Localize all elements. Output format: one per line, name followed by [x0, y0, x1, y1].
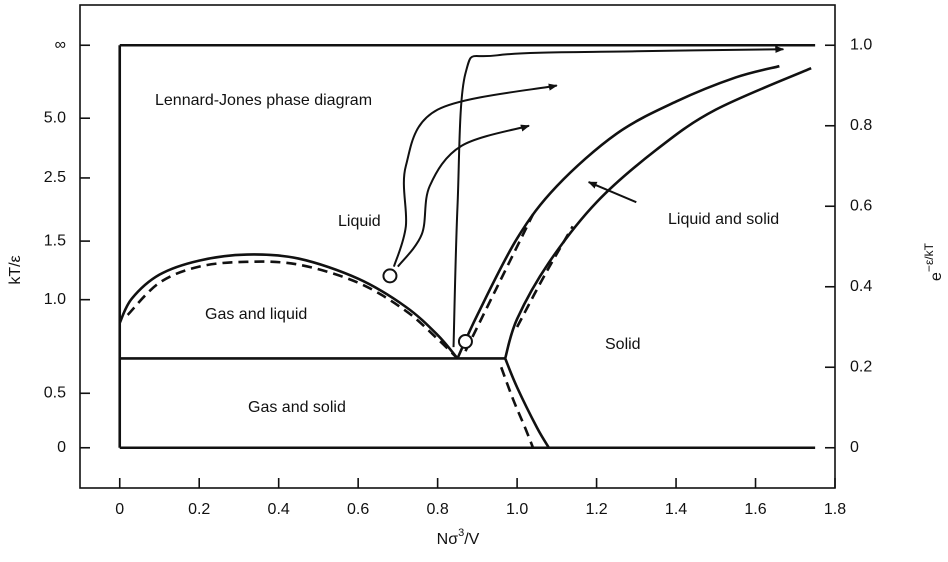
- arrow: [392, 83, 558, 267]
- phase-boundary: [126, 260, 459, 360]
- annotation: Gas and solid: [248, 399, 346, 416]
- arrow: [452, 45, 785, 348]
- phase-boundary: [503, 67, 812, 359]
- phase-boundary: [118, 253, 459, 360]
- annotation: Liquid: [338, 213, 381, 230]
- annotation: Liquid and solid: [668, 211, 779, 228]
- arrow: [587, 181, 637, 204]
- phase-boundary: [515, 225, 574, 328]
- x-tick-label: 0.4: [268, 501, 290, 518]
- y-tick-label: 0: [57, 439, 66, 456]
- x-tick-label: 1.2: [585, 501, 607, 518]
- y2-axis-label-part: e: [928, 272, 945, 281]
- y-tick-label: 0.5: [44, 384, 66, 401]
- x-axis-label-part: /V: [464, 531, 479, 548]
- y2-tick-label: 0.4: [850, 278, 872, 295]
- y-tick-label: 1.5: [44, 232, 66, 249]
- phase-boundary: [456, 64, 780, 359]
- state-point: [382, 268, 398, 284]
- y-tick-label: 5.0: [44, 109, 66, 126]
- x-axis-label-part: Nσ: [437, 531, 459, 548]
- x-axis-label-part: 3: [458, 527, 464, 539]
- state-point: [457, 333, 473, 349]
- arrow: [397, 124, 530, 268]
- plot-frame: [79, 4, 836, 489]
- phase-boundary: [499, 366, 535, 449]
- y2-tick-label: 0: [850, 439, 859, 456]
- y-tick-label: ∞: [55, 36, 66, 53]
- chart-title: Lennard-Jones phase diagram: [155, 92, 372, 109]
- x-tick-label: 0.8: [427, 501, 449, 518]
- y-tick-label: 2.5: [44, 169, 66, 186]
- phase-boundary: [503, 357, 551, 449]
- x-axis-label: Nσ3/V: [437, 527, 480, 548]
- annotation: Gas and liquid: [205, 306, 307, 323]
- y-axis-label: kT/ε: [7, 255, 24, 284]
- y2-tick-label: 0.6: [850, 197, 872, 214]
- y-tick-label: 1.0: [44, 291, 66, 308]
- x-tick-label: 1.6: [744, 501, 766, 518]
- x-tick-label: 0.2: [188, 501, 210, 518]
- y2-tick-label: 1.0: [850, 36, 872, 53]
- phase-boundary: [464, 213, 535, 352]
- y2-axis-label-part: −ε/kT: [922, 242, 936, 272]
- annotation: Solid: [605, 336, 641, 353]
- x-tick-label: 0: [115, 501, 124, 518]
- x-tick-label: 0.6: [347, 501, 369, 518]
- y2-tick-label: 0.2: [850, 358, 872, 375]
- y2-tick-label: 0.8: [850, 117, 872, 134]
- y2-axis-label: e−ε/kT: [922, 242, 945, 281]
- x-tick-label: 1.4: [665, 501, 687, 518]
- x-tick-label: 1.8: [824, 501, 846, 518]
- x-tick-label: 1.0: [506, 501, 528, 518]
